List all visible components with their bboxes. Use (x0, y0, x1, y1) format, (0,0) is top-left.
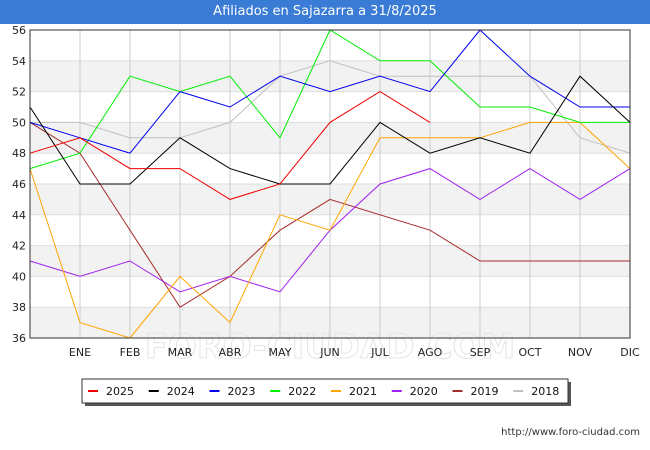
x-tick-label: SEP (470, 346, 491, 359)
y-tick-label: 38 (12, 301, 26, 314)
x-tick-label: MAR (168, 346, 193, 359)
x-tick-label: FEB (120, 346, 141, 359)
legend-label-2023: 2023 (228, 385, 256, 398)
source-url[interactable]: http://www.foro-ciudad.com (501, 427, 640, 438)
x-tick-label: ABR (219, 346, 242, 359)
x-tick-label: NOV (568, 346, 593, 359)
y-tick-label: 52 (12, 86, 26, 99)
y-tick-label: 54 (12, 55, 26, 68)
legend-label-2025: 2025 (106, 385, 134, 398)
series-line-2025 (29, 91, 431, 200)
legend-label-2019: 2019 (471, 385, 499, 398)
y-tick-label: 40 (12, 270, 26, 283)
y-tick-label: 46 (12, 178, 26, 191)
x-tick-label: AGO (418, 346, 443, 359)
legend-label-2018: 2018 (531, 385, 559, 398)
x-tick-label: OCT (518, 346, 541, 359)
y-tick-label: 44 (12, 209, 26, 222)
title-bar (0, 0, 650, 24)
x-tick-label: JUL (370, 346, 389, 359)
y-tick-label: 50 (12, 116, 26, 129)
y-tick-label: 42 (12, 240, 26, 253)
x-tick-label: JUN (319, 346, 340, 359)
series-line-2024 (29, 75, 631, 185)
x-tick-label: ENE (69, 346, 91, 359)
series-line-2023 (29, 29, 630, 154)
series-line-2019 (29, 121, 630, 308)
legend-label-2021: 2021 (349, 385, 377, 398)
legend-label-2022: 2022 (288, 385, 316, 398)
y-tick-label: 56 (12, 24, 26, 37)
x-tick-label: MAY (269, 346, 292, 359)
x-tick-label: DIC (620, 346, 640, 359)
legend-box (81, 378, 569, 404)
x-axis-ticks: ENE FEB MAR ABR MAY JUN JUL AGO SEP OCT NOV DIC (69, 346, 640, 359)
y-tick-label: 36 (12, 332, 26, 345)
legend-label-2020: 2020 (410, 385, 438, 398)
legend: 2025 2024 2023 2022 2021 2020 2019 2018 (81, 378, 571, 406)
chart-title: Afiliados en Sajazarra a 31/8/2025 (213, 4, 437, 19)
y-tick-label: 48 (12, 147, 26, 160)
plot-frame (29, 29, 631, 339)
y-axis-ticks: 36 38 40 42 44 46 48 50 52 54 56 (12, 24, 26, 345)
watermark: FORO-CIUDAD.COM (145, 327, 516, 367)
legend-label-2024: 2024 (167, 385, 195, 398)
